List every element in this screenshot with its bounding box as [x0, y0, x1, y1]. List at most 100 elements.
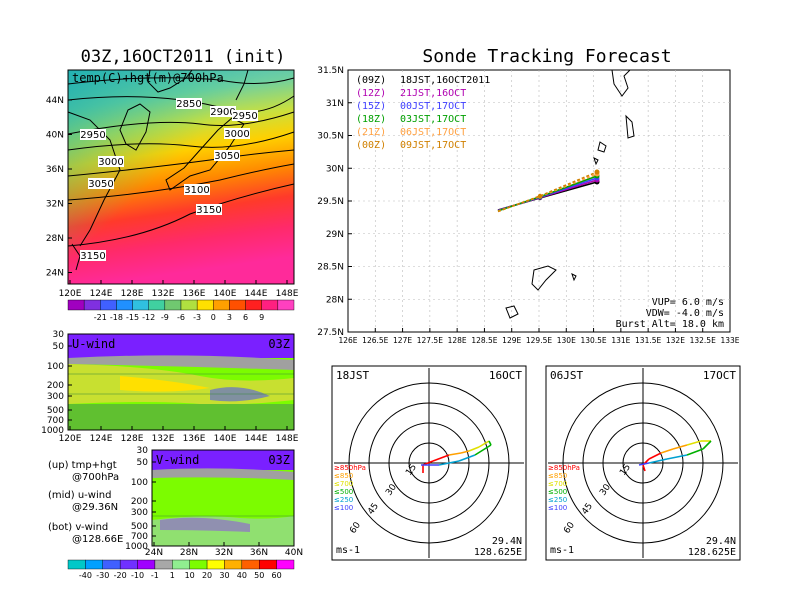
wind-colorbar-label: 60: [272, 571, 282, 580]
note-up-level: @700hPa: [72, 472, 119, 483]
u-x-label: 140E: [214, 434, 237, 444]
u-y-label: 700: [47, 416, 64, 426]
map-lat-ticks: 44N 40N 36N 32N 28N 24N: [46, 96, 72, 279]
note-up: (up) tmp+hgt: [48, 460, 117, 471]
temp-colorbar-label: 0: [211, 313, 216, 322]
note-mid: (mid) u-wind: [48, 490, 111, 501]
wind-colorbar-label: -20: [114, 571, 127, 580]
track-lat-label: 28.5N: [317, 263, 344, 273]
polar-hodograph: [642, 464, 646, 472]
polar1-level: ≤500: [334, 488, 353, 496]
track-lon-label: 129E: [502, 336, 521, 345]
map-lon-ticks: 120E 124E 128E 132E 136E 140E 144E 148E: [59, 280, 299, 299]
track-legend: (09Z) 18JST,16OCT2011 (12Z) 21JST,16OCT …: [356, 75, 490, 151]
polar2-level: ≤850: [548, 472, 567, 480]
map-lon-label: 136E: [183, 289, 206, 299]
wind-colorbar-label: 40: [237, 571, 247, 580]
track-line: [497, 173, 598, 212]
contour-label: 3150: [80, 251, 105, 262]
wind-colorbar-cell: [276, 559, 295, 570]
polar-hodograph: [478, 440, 490, 448]
wind-colorbar-label: -10: [131, 571, 144, 580]
polar-panel-1: 18JST 16OCT 15 30 45 60 ≥850hPa ≤850 ≤70…: [331, 365, 527, 561]
polar2-level: ≤250: [548, 496, 567, 504]
wind-colorbar-cell: [67, 559, 86, 570]
polar1-level: ≤700: [334, 480, 353, 488]
contour-label: 3000: [98, 157, 123, 168]
temp-colorbar-cell: [229, 299, 246, 311]
polar2-date: 17OCT: [703, 369, 736, 382]
map-lat-label: 44N: [46, 96, 64, 106]
u-x-label: 136E: [183, 434, 206, 444]
polar-hodograph: [648, 452, 662, 460]
temp-colorbar-cell: [277, 299, 295, 311]
legend-key: (18Z): [356, 114, 386, 125]
polar1-lat: 29.4N: [492, 536, 522, 547]
wind-colorbar-cell: [206, 559, 225, 570]
track-lon-label: 126E: [338, 336, 357, 345]
v-y-label: 200: [131, 497, 148, 507]
track-lon-label: 130E: [557, 336, 576, 345]
polar1-time: 18JST: [336, 369, 369, 382]
u-y-label: 1000: [41, 426, 64, 436]
polar2-level: ≥850hPa: [548, 464, 580, 472]
v-wind-label: V-wind: [156, 453, 199, 467]
v-x-label: 24N: [145, 548, 163, 558]
track-lon-label: 132E: [666, 336, 685, 345]
right-title: Sonde Tracking Forecast: [422, 46, 671, 67]
u-x-label: 120E: [59, 434, 82, 444]
contour-label: 3150: [196, 205, 221, 216]
polar1-level: ≤100: [334, 504, 353, 512]
polar-hodograph: [702, 440, 712, 450]
track-line: [497, 171, 598, 213]
wind-colorbar-label: 1: [170, 571, 175, 580]
wind-colorbar-cell: [224, 559, 243, 570]
polar-hodograph: [438, 460, 460, 466]
wind-colorbar-label: -1: [151, 571, 159, 580]
v-wind-time: 03Z: [268, 453, 290, 467]
legend-text: 09JST,17OCT: [400, 140, 466, 151]
temp-colorbar-cell: [148, 299, 166, 311]
u-y-label: 100: [47, 362, 64, 372]
v-x-label: 32N: [215, 548, 233, 558]
u-x-label: 144E: [245, 434, 268, 444]
track-lon-label: 131E: [611, 336, 630, 345]
polar2-level: ≤700: [548, 480, 567, 488]
contour-label: 3000: [224, 129, 249, 140]
temp-colorbar-cell: [132, 299, 149, 311]
temp-colorbar-label: 6: [243, 313, 248, 322]
u-wind-x-ticks: 120E 124E 128E 132E 136E 140E 144E 148E: [59, 426, 299, 444]
temp-colorbar-cell: [67, 299, 85, 311]
track-lon-label: 126.5E: [362, 336, 388, 345]
wind-colorbar-cell: [119, 559, 138, 570]
polar-hodograph: [488, 440, 492, 446]
wind-colorbar-label: -30: [96, 571, 109, 580]
contour-label: 2850: [176, 99, 201, 110]
track-lon-ticks: 126E 126.5E 127E 127.5E 128E 128.5E 129E 129.5E…: [338, 328, 740, 345]
v-y-label: 300: [131, 508, 148, 518]
temp-colorbar-cell: [164, 299, 182, 311]
polar-hodograph: [432, 454, 450, 462]
track-lon-label: 129.5E: [526, 336, 552, 345]
track-lon-label: 131.5E: [635, 336, 661, 345]
contour-label: 3050: [214, 151, 239, 162]
map-lat-label: 40N: [46, 131, 64, 141]
temp-colorbar-label: -12: [142, 313, 155, 322]
wind-colorbar-label: -40: [79, 571, 92, 580]
polar-hodograph: [672, 444, 688, 450]
polar2-level: ≤500: [548, 488, 567, 496]
temp-colorbar-cell: [196, 299, 214, 311]
polar1-lon: 128.625E: [474, 547, 522, 558]
polar1-level: ≤850: [334, 472, 353, 480]
v-x-label: 36N: [250, 548, 268, 558]
map-lon-label: 148E: [276, 289, 299, 299]
track-lon-label: 132.5E: [690, 336, 716, 345]
u-y-label: 500: [47, 406, 64, 416]
wind-colorbar-cell: [85, 559, 103, 570]
temp-colorbar-cell: [245, 299, 262, 311]
polar2-level: ≤100: [548, 504, 567, 512]
map-lon-label: 132E: [152, 289, 175, 299]
v-wind-x-ticks: 24N 28N 32N 36N 40N: [145, 542, 303, 558]
